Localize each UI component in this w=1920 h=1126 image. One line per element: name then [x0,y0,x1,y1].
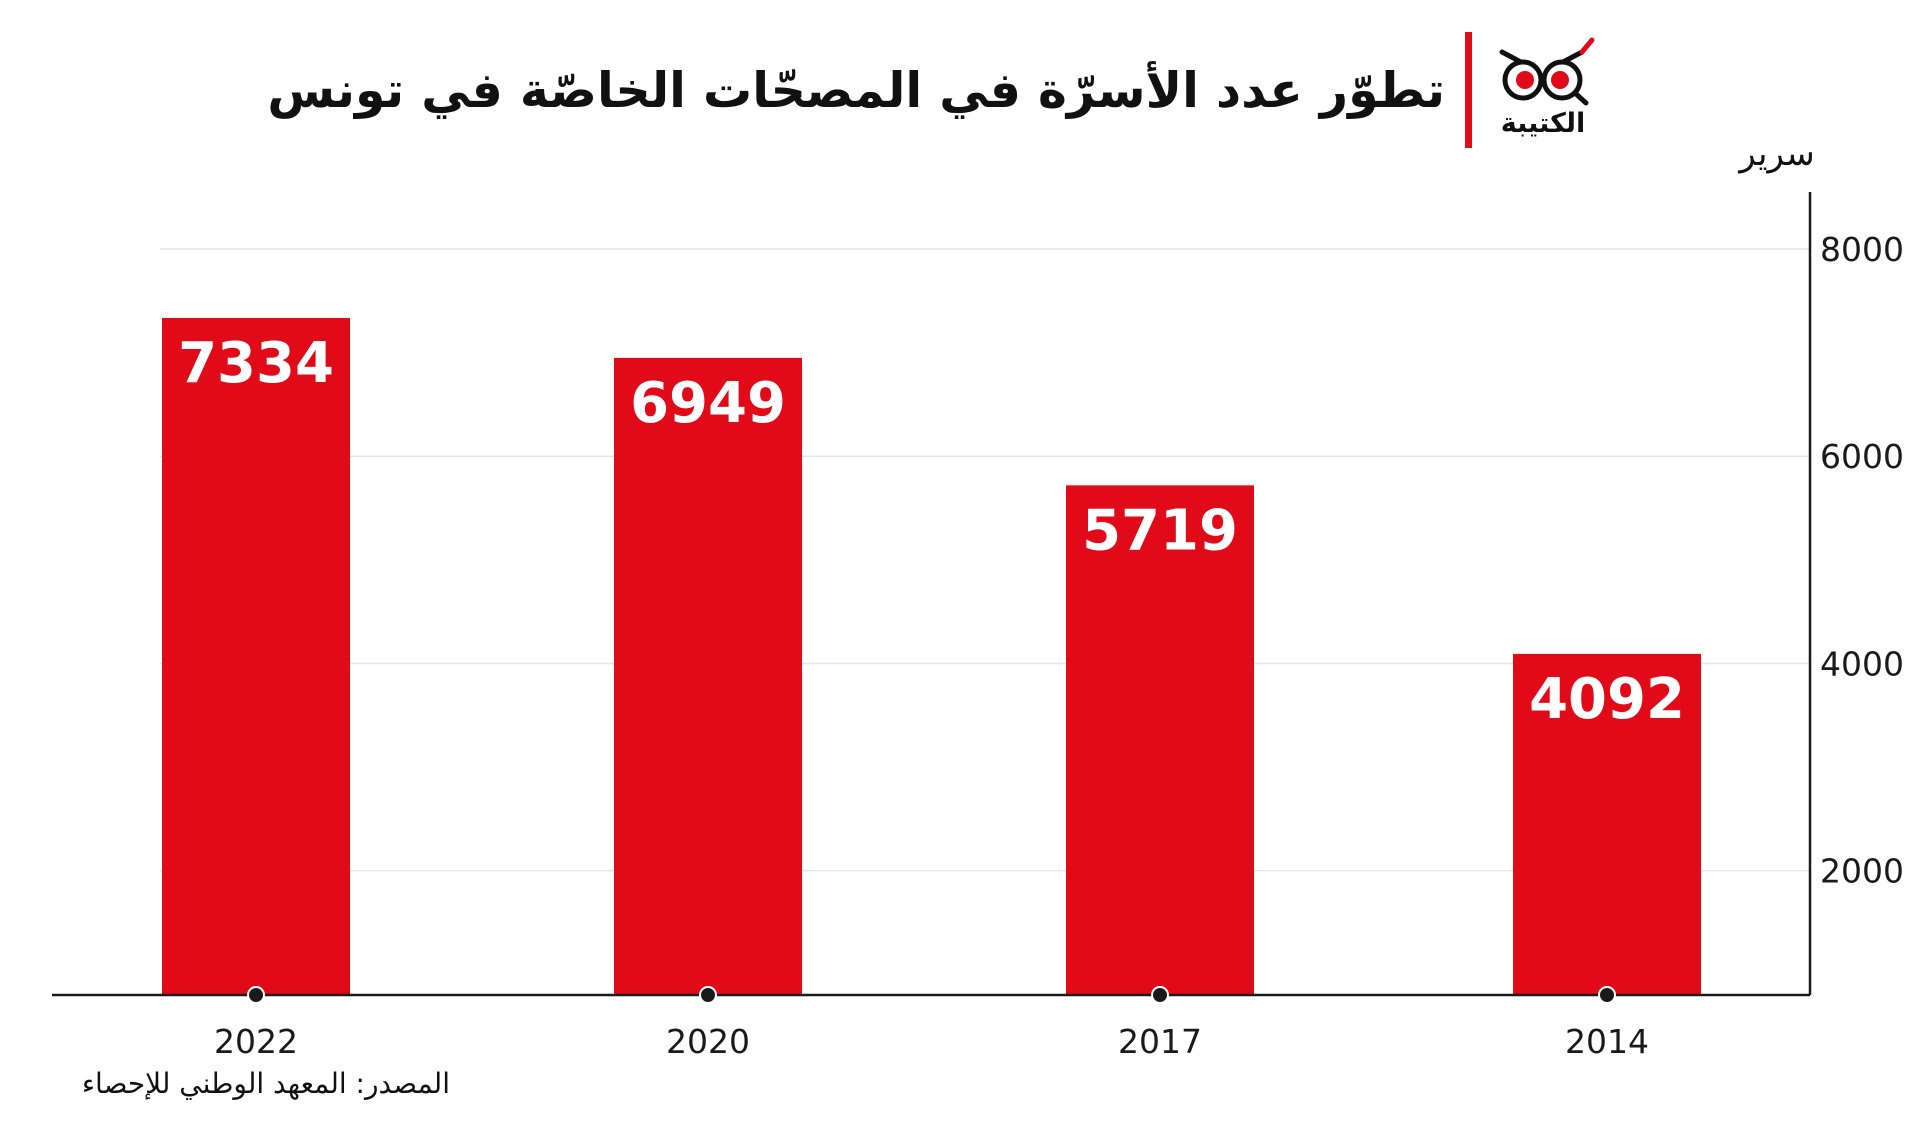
brand-name: الكتيبة [1501,108,1586,139]
axes [52,192,1812,997]
bar-value-label: 4092 [1529,667,1685,732]
x-tick-labels: 2022 2020 2017 2014 [214,986,1649,1061]
bars: 7334 6949 5719 4092 [162,318,1701,995]
y-tick-label: 8000 [1820,230,1904,269]
x-tick-marker [1151,986,1169,1004]
x-tick-label: 2017 [1118,1022,1202,1061]
y-axis-label: سرير [1737,134,1814,174]
x-tick-label: 2022 [214,1022,298,1061]
title-divider [1465,32,1472,148]
source-note: المصدر: المعهد الوطني للإحصاء [82,1067,450,1100]
bar-value-label: 5719 [1082,498,1238,563]
bar-value-label: 7334 [178,331,334,396]
x-tick-marker [247,986,265,1004]
x-tick-marker [699,986,717,1004]
chart-title: تطوّر عدد الأسرّة في المصحّات الخاصّة في… [267,60,1445,119]
x-tick-marker [1598,986,1616,1004]
bar [1066,485,1254,995]
owl-eyes-icon [1499,37,1595,106]
x-tick-label: 2014 [1565,1022,1649,1061]
x-tick-label: 2020 [666,1022,750,1061]
bar-value-label: 6949 [630,371,786,436]
bar [162,318,350,995]
bar [614,357,802,995]
bar [1513,653,1701,995]
y-tick-label: 6000 [1820,437,1904,476]
header: الكتيبة تطوّر عدد الأسرّة في المصحّات ال… [267,32,1595,148]
y-tick-label: 4000 [1820,644,1904,683]
y-tick-label: 2000 [1820,852,1904,891]
y-tick-labels: 8000 6000 4000 2000 [1820,230,1904,891]
